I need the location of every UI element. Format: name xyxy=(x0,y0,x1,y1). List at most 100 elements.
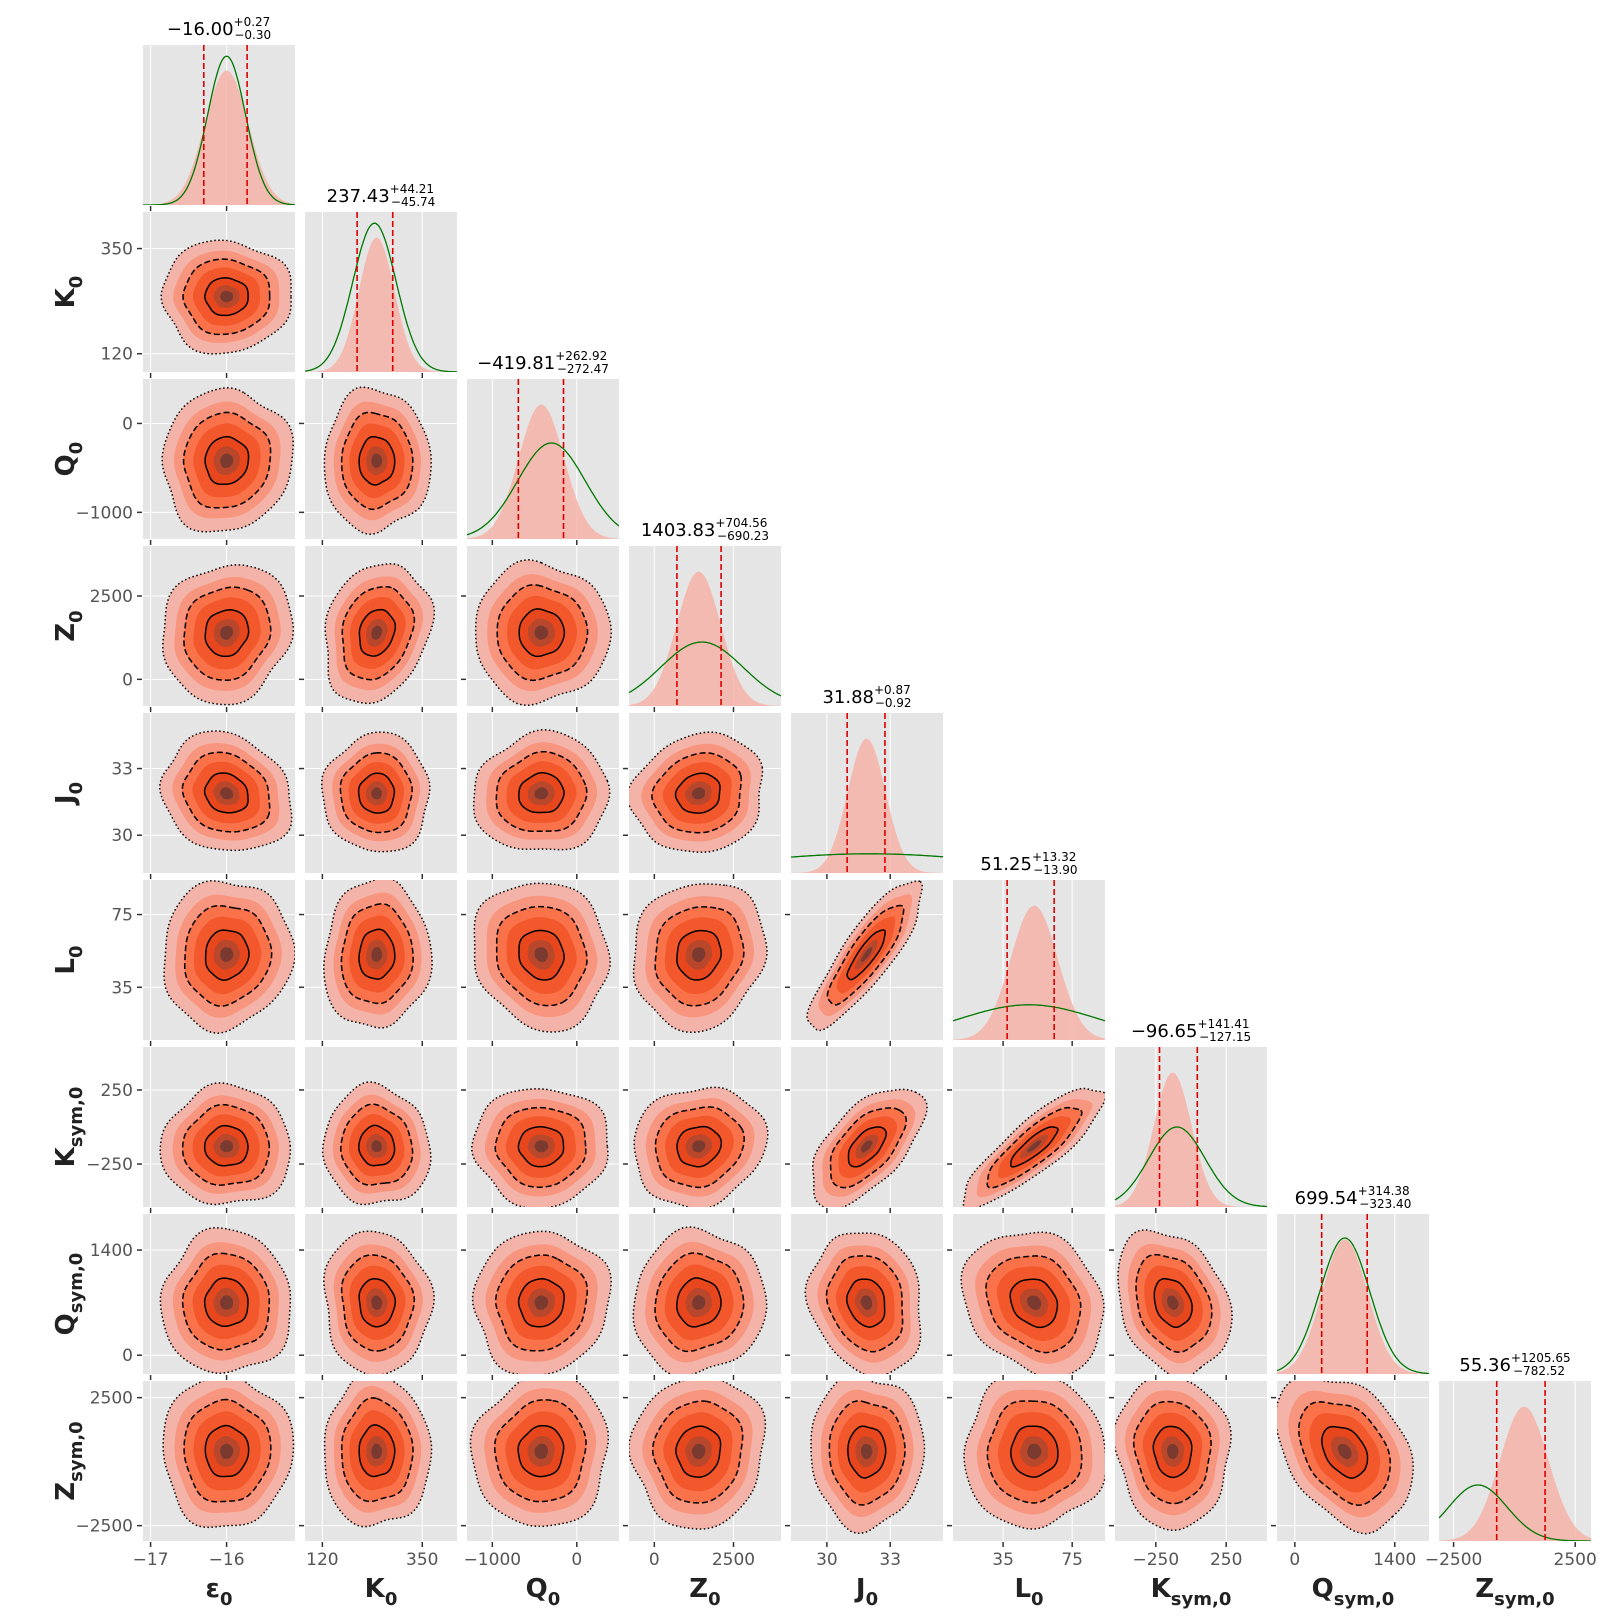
posterior-density xyxy=(143,70,295,205)
param-summary-title: 1403.83+704.56 −690.23 xyxy=(641,516,769,543)
density-core xyxy=(860,1295,872,1310)
prior-curve xyxy=(1277,1237,1429,1374)
density-core xyxy=(371,625,383,640)
density-panel-1-7 xyxy=(299,1214,457,1380)
x-tick-label: 2500 xyxy=(1554,1550,1597,1570)
x-tick-label: 350 xyxy=(406,1550,438,1570)
density-panel-6-8 xyxy=(1109,1381,1267,1547)
density-panel-2-6 xyxy=(461,1047,619,1213)
density-core xyxy=(692,1140,706,1153)
y-axis-label: Qsym,0 xyxy=(51,1253,87,1336)
prior-curve xyxy=(305,222,457,372)
density-core xyxy=(692,1295,706,1310)
x-tick-label: 1400 xyxy=(1373,1550,1416,1570)
density-core xyxy=(534,1140,548,1153)
posterior-density xyxy=(1115,1072,1267,1207)
x-tick-label: −1000 xyxy=(464,1550,522,1570)
density-core xyxy=(860,947,873,962)
x-axis-label: Ksym,0 xyxy=(1151,1574,1232,1610)
prior-curve xyxy=(467,442,619,536)
density-core xyxy=(220,1295,233,1310)
density-core xyxy=(1166,1443,1179,1460)
prior-curve xyxy=(953,1004,1105,1022)
x-tick-label: 35 xyxy=(992,1550,1014,1570)
param-summary-title: 55.36+1205.65 −782.52 xyxy=(1459,1351,1570,1378)
y-axis-label: K0 xyxy=(51,276,87,309)
x-tick-label: 75 xyxy=(1061,1550,1083,1570)
y-axis-label: Q0 xyxy=(51,442,87,477)
hist-panel-5-5: 51.25+13.32 −13.90 xyxy=(953,850,1105,1046)
density-panel-1-2 xyxy=(299,379,457,545)
density-panel-1-8 xyxy=(299,1381,457,1547)
density-core xyxy=(691,787,706,800)
hist-panel-4-4: 31.88+0.87 −0.92 xyxy=(791,683,943,879)
x-tick-label: 250 xyxy=(1210,1550,1242,1570)
density-core xyxy=(220,787,233,800)
density-panel-2-5 xyxy=(461,880,619,1046)
param-summary-title: −16.00+0.27 −0.30 xyxy=(167,15,271,42)
x-tick-label: −250 xyxy=(1132,1550,1179,1570)
posterior-density xyxy=(467,404,619,539)
param-summary-title: −419.81+262.92 −272.47 xyxy=(477,349,609,376)
y-axis-label: L0 xyxy=(51,945,87,974)
y-axis-label: Zsym,0 xyxy=(51,1421,87,1500)
density-panel-0-1 xyxy=(137,212,295,378)
density-core xyxy=(1167,1295,1179,1310)
param-summary-title: 237.43+44.21 −45.74 xyxy=(327,182,436,209)
y-tick-label: −1000 xyxy=(75,503,133,523)
density-core xyxy=(371,787,382,800)
density-core xyxy=(1027,1443,1042,1460)
density-panel-7-8 xyxy=(1271,1381,1429,1547)
density-panel-3-7 xyxy=(623,1214,781,1380)
density-core xyxy=(691,1443,706,1460)
x-axis-label: Z0 xyxy=(689,1574,720,1610)
x-tick-label: 0 xyxy=(1289,1550,1300,1570)
x-axis-label: K0 xyxy=(365,1574,398,1610)
hist-panel-0-0: −16.00+0.27 −0.30 xyxy=(143,15,295,211)
density-panel-2-4 xyxy=(461,713,619,879)
y-axis-label: Ksym,0 xyxy=(51,1087,87,1168)
param-summary-title: 31.88+0.87 −0.92 xyxy=(822,683,911,710)
density-panel-0-7 xyxy=(137,1214,295,1380)
y-axis-label: J0 xyxy=(51,782,87,806)
x-tick-label: 33 xyxy=(879,1550,901,1570)
x-axis-label: Qsym,0 xyxy=(1312,1574,1395,1610)
y-tick-label: 250 xyxy=(101,1081,133,1101)
posterior-density xyxy=(1439,1406,1591,1541)
density-panel-3-6 xyxy=(623,1047,781,1213)
x-tick-label: −16 xyxy=(209,1550,245,1570)
y-tick-label: 1400 xyxy=(90,1241,133,1261)
y-tick-label: −250 xyxy=(86,1155,133,1175)
density-panel-0-5 xyxy=(137,880,295,1046)
density-core xyxy=(220,1443,234,1459)
y-tick-label: 33 xyxy=(111,760,133,780)
x-axis-label: L0 xyxy=(1014,1574,1043,1610)
density-core xyxy=(220,625,234,640)
density-panel-2-3 xyxy=(461,546,619,712)
density-core xyxy=(371,1295,383,1310)
y-axis-label: Z0 xyxy=(51,610,87,641)
param-summary-title: 699.54+314.38 −323.40 xyxy=(1295,1184,1412,1211)
density-panel-0-3 xyxy=(137,546,295,712)
density-panel-4-8 xyxy=(785,1381,943,1547)
x-tick-label: 0 xyxy=(649,1550,660,1570)
x-axis-label: Q0 xyxy=(526,1574,561,1610)
posterior-density xyxy=(629,571,781,706)
x-tick-label: 120 xyxy=(306,1550,338,1570)
hist-panel-3-3: 1403.83+704.56 −690.23 xyxy=(629,516,781,712)
prior-curve xyxy=(791,853,943,858)
density-core xyxy=(1027,1140,1042,1153)
density-core xyxy=(534,787,549,800)
density-core xyxy=(861,1140,873,1153)
density-core xyxy=(220,453,234,468)
density-core xyxy=(371,453,383,468)
density-panel-1-4 xyxy=(299,713,457,879)
y-tick-label: 75 xyxy=(111,906,133,926)
y-tick-label: 30 xyxy=(111,826,133,846)
density-core xyxy=(371,1443,383,1459)
y-tick-label: 120 xyxy=(101,345,133,365)
density-panel-2-8 xyxy=(461,1381,619,1547)
x-tick-label: −2500 xyxy=(1425,1550,1483,1570)
y-tick-label: 0 xyxy=(122,670,133,690)
